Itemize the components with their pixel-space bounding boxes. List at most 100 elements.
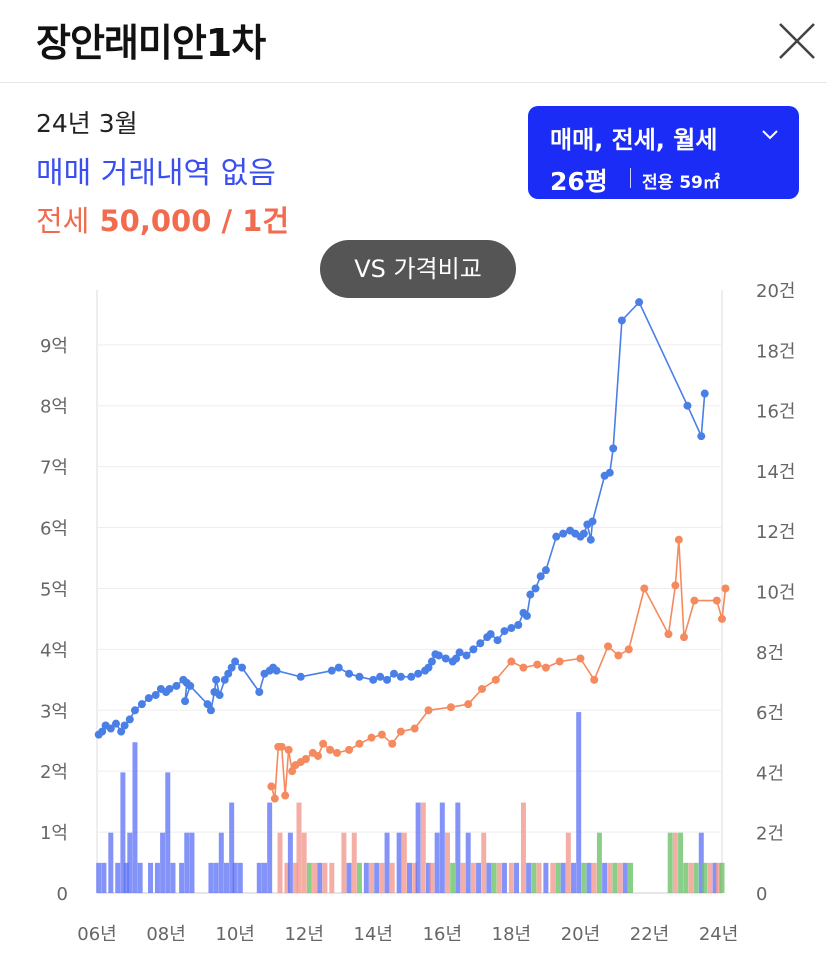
data-point-jeonse: [313, 751, 322, 760]
data-point-sale: [220, 675, 229, 684]
y2-tick-label: 2건: [756, 824, 784, 845]
data-point-jeonse: [291, 761, 300, 770]
data-point-jeonse: [491, 675, 500, 684]
data-point-jeonse: [507, 657, 516, 666]
data-point-sale: [327, 666, 336, 675]
x-tick-label: 24년: [699, 924, 738, 945]
data-point-jeonse: [296, 758, 305, 767]
volume-bar-rent: [306, 862, 312, 893]
data-point-sale: [427, 657, 436, 666]
x-tick-label: 14년: [354, 924, 393, 945]
volume-bar-sale: [287, 832, 293, 893]
volume-bar-sale: [261, 862, 267, 893]
data-point-sale: [101, 721, 110, 730]
volume-bar-sale: [108, 832, 114, 893]
data-point-sale: [162, 688, 171, 696]
data-point-sale: [486, 630, 495, 639]
data-point-sale: [519, 608, 528, 617]
volume-bar-sale: [363, 862, 369, 893]
data-point-sale: [151, 691, 160, 700]
x-tick-label: 08년: [146, 924, 185, 945]
data-point-jeonse: [274, 742, 283, 751]
volume-bar-sale: [96, 862, 102, 893]
data-point-jeonse: [640, 584, 649, 593]
y-tick-label: 4억: [40, 640, 68, 661]
data-point-jeonse: [367, 733, 376, 742]
volume-bar-sale: [602, 862, 608, 893]
data-point-sale: [431, 650, 440, 659]
trade-type-filter: 매매, 전세, 월세: [550, 126, 718, 154]
volume-bar-sale: [132, 742, 138, 893]
series-line-sale: [98, 300, 706, 736]
volume-bar-sale: [346, 862, 352, 893]
volume-bar-jeonse: [607, 862, 613, 893]
volume-bar-sale: [115, 862, 121, 893]
volume-bar-sale: [465, 832, 471, 893]
volume-bar-rent: [531, 862, 537, 893]
data-point-jeonse: [604, 642, 613, 651]
y2-tick-label: 10건: [756, 583, 795, 604]
volume-bar-rent: [356, 862, 362, 893]
trade-status: 매매 거래내역 없음: [36, 156, 276, 191]
volume-bar-jeonse: [591, 862, 597, 893]
volume-bar-jeonse: [312, 862, 318, 893]
volume-bar-rent: [702, 862, 708, 893]
volume-bar-sale: [229, 802, 235, 893]
volume-bar-sale: [154, 862, 160, 893]
volume-bar-sale: [396, 832, 402, 893]
data-point-sale: [566, 526, 575, 535]
data-point-sale: [272, 666, 281, 675]
volume-bar-sale: [208, 862, 214, 893]
jeonse-value: 50,000 / 1건: [99, 204, 290, 238]
volume-bar-sale: [514, 862, 520, 893]
y-tick-label: 5억: [40, 579, 68, 600]
data-point-sale: [269, 663, 278, 672]
x-tick-label: 22년: [630, 924, 669, 945]
volume-bar-sale: [526, 862, 532, 893]
data-point-sale: [483, 633, 492, 642]
x-tick-label: 18년: [492, 924, 531, 945]
data-point-sale: [536, 572, 545, 581]
volume-bar-jeonse: [536, 862, 542, 893]
data-point-sale: [265, 666, 274, 675]
volume-bar-jeonse: [277, 832, 283, 893]
data-point-sale: [255, 688, 264, 696]
volume-bar-jeonse: [293, 862, 299, 893]
volume-bar-jeonse: [301, 832, 307, 893]
volume-bar-sale: [501, 862, 507, 893]
volume-bar-rent: [719, 862, 725, 893]
series-line-jeonse: [270, 539, 727, 799]
data-point-jeonse: [533, 660, 542, 669]
volume-bar-sale: [455, 802, 461, 893]
data-point-sale: [583, 520, 592, 529]
data-point-jeonse: [288, 767, 297, 776]
filter-dropdown[interactable]: 매매, 전세, 월세 26평 전용 59㎡: [528, 106, 799, 199]
data-point-sale: [493, 636, 502, 645]
volume-bar-rent: [667, 832, 673, 893]
data-point-sale: [210, 688, 219, 696]
data-point-jeonse: [277, 742, 286, 751]
y2-tick-label: 16건: [756, 402, 795, 423]
volume-bar-jeonse: [460, 862, 466, 893]
data-point-jeonse: [576, 654, 585, 663]
volume-bar-sale: [170, 862, 176, 893]
volume-bar-jeonse: [617, 862, 623, 893]
data-point-jeonse: [624, 645, 633, 654]
data-point-sale: [500, 627, 509, 636]
data-point-jeonse: [519, 663, 528, 672]
close-icon[interactable]: [774, 18, 820, 64]
data-point-jeonse: [712, 596, 721, 605]
compare-button[interactable]: VS 가격비교: [320, 240, 516, 298]
volume-bar-sale: [407, 862, 412, 893]
volume-bar-rent: [581, 862, 587, 893]
data-point-sale: [120, 721, 129, 730]
volume-bar-jeonse: [369, 862, 375, 893]
data-point-sale: [206, 706, 215, 715]
data-point-sale: [165, 684, 174, 693]
data-point-sale: [476, 639, 485, 648]
y-tick-label: 8억: [40, 397, 68, 418]
volume-bar-jeonse: [389, 862, 395, 893]
data-point-jeonse: [680, 633, 689, 642]
data-point-jeonse: [541, 663, 550, 672]
volume-bar-sale: [622, 862, 628, 893]
